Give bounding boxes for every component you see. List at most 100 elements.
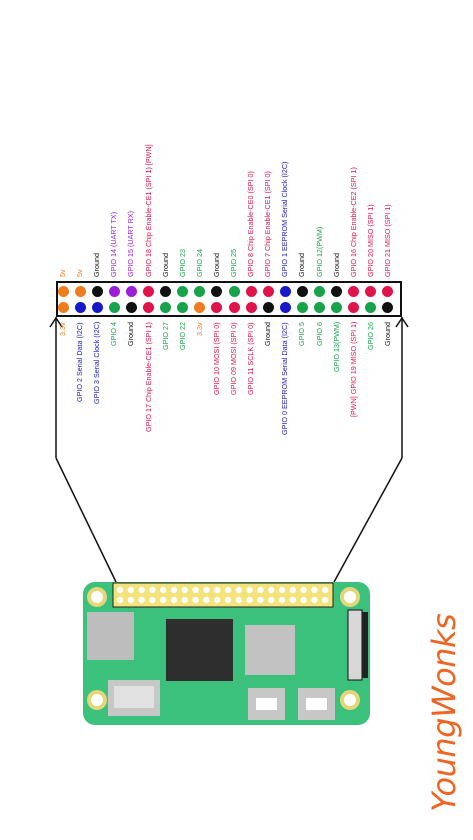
pin-dot (74, 301, 86, 313)
board-pin (192, 586, 199, 594)
board-pin (214, 586, 221, 594)
pin-label-bottom: GPIO 27 (160, 322, 170, 350)
pin-dot (262, 301, 274, 313)
youngwonks-logo: YoungWonks (425, 613, 463, 812)
board-pin (322, 586, 329, 594)
pin-label-top: Ground (331, 253, 341, 277)
pin-dot (279, 285, 291, 297)
board-pin (289, 586, 296, 594)
pin-label-bottom: GPIO 0 EEPROM Serial Data (I2C) (280, 322, 290, 435)
pin-label-bottom: Ground (382, 322, 392, 346)
pin-label-top: GPIO 16 Chip Enable-CE2 (SPI 1) (348, 167, 358, 277)
pin-label-top: 5v (58, 269, 67, 277)
pin-dot (177, 285, 189, 297)
pin-dot (314, 301, 325, 313)
board-pin (246, 586, 253, 594)
pin-label-bottom: GPIO 2 Serial Data (I2C) (75, 322, 85, 403)
board-pin (181, 596, 188, 604)
pin-dot (125, 301, 137, 313)
zoom-line-left-diag (55, 457, 117, 583)
board-pin (116, 596, 124, 604)
board-pin (203, 596, 210, 604)
pin-label-top: GPIO 14 (UART TX) (109, 211, 119, 277)
pin-dot (365, 285, 377, 297)
board-pin (160, 586, 167, 594)
pin-label-top: Ground (297, 253, 307, 277)
board-pin (235, 586, 242, 594)
pin-dot (245, 301, 257, 313)
pin-dot (57, 285, 69, 297)
board-pin (300, 596, 307, 604)
pin-dot (91, 301, 103, 313)
board-pin (257, 586, 264, 594)
pin-dot (91, 285, 103, 297)
board-pin (268, 586, 275, 594)
pin-dot (74, 285, 86, 297)
camera-connector (347, 609, 363, 681)
pin-label-bottom: [PWN] GPIO 19 MISO (SPI 1) (348, 321, 358, 417)
pin-label-top: Ground (160, 253, 170, 277)
pin-dot (57, 301, 69, 313)
pin-label-top: Ground (92, 253, 102, 277)
pin-label-bottom: Ground (263, 322, 273, 346)
board-pin (138, 586, 145, 594)
cpu-chip (166, 619, 233, 681)
board-pin (181, 586, 188, 594)
board-pin (278, 586, 286, 594)
pin-label-top: GPIO 21 MISO (SPI 1) (382, 204, 392, 277)
pin-dot (296, 285, 308, 297)
pin-dot (279, 301, 291, 313)
board-pin (149, 596, 156, 604)
pin-dot (108, 301, 120, 313)
pin-dot (194, 285, 206, 297)
pin-dot (211, 285, 223, 297)
board-pin (203, 586, 210, 594)
pin-label-bottom: 3.3v (58, 322, 67, 336)
board-pin (224, 586, 232, 594)
pin-label-top: GPIO 20 MISO (SPI 1) (365, 204, 375, 277)
board-pin (311, 586, 318, 594)
board-pin (224, 596, 232, 604)
pin-dot (348, 301, 360, 313)
pin-label-bottom: GPIO 4 (109, 322, 119, 346)
board-pin (311, 596, 318, 604)
pin-label-top: GPIO 8 Chip Enable-CE0 (SPI 0) (246, 171, 256, 277)
board-pin (138, 596, 145, 604)
pin-dot (125, 285, 137, 297)
gpio-header-zoom (56, 281, 402, 317)
pin-label-bottom: GPIO 17 Chip Enable-CE1 (SPI 1) (143, 322, 153, 432)
pin-dot (143, 285, 154, 297)
board-pin (160, 596, 167, 604)
pin-dot (296, 301, 308, 313)
pin-label-bottom: GPIO 09 MOSI (SPI 0) (229, 322, 238, 395)
pin-label-top: Ground (211, 253, 221, 277)
pin-label-bottom: GPIO 26 (365, 322, 375, 350)
pin-dot (177, 301, 189, 313)
board-pin (257, 596, 264, 604)
pin-label-bottom: GPIO 10 MOSI (SPI 0) (211, 322, 221, 395)
pin-dot (143, 301, 154, 313)
pin-label-top: GPIO 18 Chip Enable-CE1 (SPI 1) [PWN] (143, 144, 153, 277)
board-pin (278, 596, 286, 604)
pin-label-bottom: GPIO 5 (297, 322, 307, 346)
pin-label-bottom: GPIO 3 Serial Clock (I2C) (92, 321, 102, 404)
pin-dot (194, 301, 206, 313)
pin-label-top: GPIO 1 EEPROM Serial Clock (I2C) (280, 161, 290, 277)
pin-dot (331, 285, 343, 297)
pin-label-top: GPIO 7 Chip Enable-CE1 (SPI 0) (263, 171, 273, 277)
pin-dot (245, 285, 257, 297)
board-pin (116, 586, 124, 594)
board-pin (170, 596, 178, 604)
board-pin (170, 586, 178, 594)
pin-label-bottom: 3.3v (194, 322, 204, 336)
pin-label-top: GPIO 12(PWM) (314, 226, 324, 277)
pin-dot (382, 301, 394, 313)
board-pin (127, 596, 134, 604)
pin-dot (262, 285, 274, 297)
sd-card-slot (87, 612, 134, 660)
pin-label-bottom: GPIO 6 (314, 322, 324, 346)
pin-dot (160, 301, 172, 313)
wireless-chip (245, 625, 295, 675)
